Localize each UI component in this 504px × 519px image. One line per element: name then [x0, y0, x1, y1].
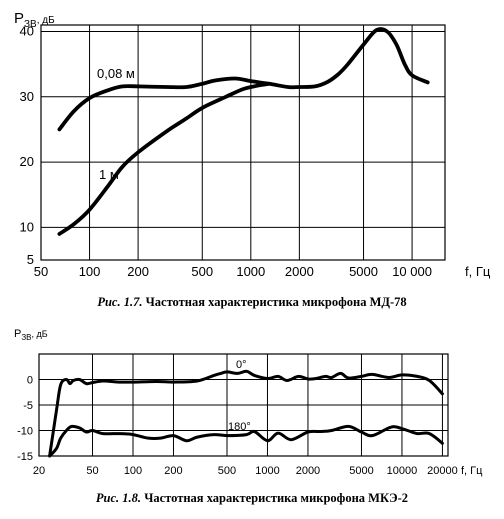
chart-mke2-series [48, 369, 444, 458]
chart-md78-series-label-0: 0,08 м [97, 66, 135, 81]
chart-mke2-ylabel: PЗВ, дБ [14, 328, 48, 342]
chart-mke2-x-tick-label-9: 20000 [427, 465, 458, 477]
chart-md78-ylabel: PЗВ, дБ [14, 10, 55, 30]
chart-md78-x-ticks: 50 100 200 500 1000 2000 5000 10 000 [34, 264, 432, 279]
chart-md78-grid [41, 25, 445, 260]
chart-md78-y-tick-label-2: 20 [20, 154, 34, 169]
chart-md78-y-tick-label-1: 10 [20, 219, 34, 234]
chart-mke2-caption-prefix: Рис. 1.8. [96, 491, 141, 505]
chart-mke2-x-tick-label-7: 5000 [349, 465, 373, 477]
chart-md78-series-line-0 [57, 27, 430, 132]
chart-mke2-grid [39, 354, 448, 456]
chart-mke2-y-tick-label-3: 0 [27, 375, 33, 387]
chart-md78-y-tick-label-3: 30 [20, 89, 34, 104]
chart-mke2-x-tick-label-1: 50 [86, 465, 98, 477]
chart-md78-caption-prefix: Рис. 1.7. [97, 295, 142, 309]
chart-md78-ylabel-main: P [14, 10, 24, 27]
chart-mke2-x-tick-label-6: 2000 [296, 465, 320, 477]
chart-mke2-ylabel-main: P [14, 328, 21, 340]
chart-mke2-series-line-0 [48, 369, 444, 458]
chart-mke2-x-tick-label-2: 100 [124, 465, 142, 477]
chart-md78-x-tick-label-5: 2000 [285, 264, 314, 279]
chart-md78-x-tick-label-6: 5000 [349, 264, 378, 279]
chart-md78-y-tick-label-0: 5 [27, 252, 34, 267]
chart-mke2-caption: Рис. 1.8. Частотная характеристика микро… [96, 491, 408, 505]
chart-mke2-xlabel: f, Гц [461, 465, 483, 477]
chart-mke2-x-tick-label-4: 500 [218, 465, 236, 477]
chart-md78-plot-frame [40, 24, 446, 261]
chart-md78-x-tick-label-4: 1000 [236, 264, 265, 279]
chart-md78-xlabel: f, Гц [465, 264, 491, 279]
chart-mke2-series-line-1 [48, 424, 444, 458]
chart-mke2-y-ticks: -15 -10 -5 0 [17, 375, 33, 464]
chart-mke2-x-ticks: 20 50 100 200 500 1000 2000 5000 10000 20000 [33, 465, 458, 477]
chart-md78-caption-text: Частотная характеристика микрофона МД-78 [142, 295, 406, 309]
chart-mke2-x-tick-label-3: 200 [164, 465, 182, 477]
chart-mke2-ylabel-sub: ЗВ [21, 333, 31, 342]
chart-md78-series-label-1: 1 м [99, 167, 119, 182]
chart-mke2-x-tick-label-8: 10000 [387, 465, 418, 477]
chart-md78-series [57, 27, 430, 236]
chart-mke2-caption-text: Частотная характеристика микрофона МКЭ-2 [141, 491, 408, 505]
chart-mke2-y-tick-label-2: -5 [23, 400, 33, 412]
chart-md78-x-tick-label-7: 10 000 [392, 264, 432, 279]
chart-md78-x-tick-label-2: 200 [127, 264, 149, 279]
chart-md78-series-line-1 [57, 81, 272, 236]
chart-md78-x-tick-label-0: 50 [34, 264, 48, 279]
chart-mke2-y-tick-label-1: -10 [17, 426, 33, 438]
chart-md78: 50 100 200 500 1000 2000 5000 10 000 510203040 … [14, 10, 491, 309]
chart-mke2-ylabel-unit: , дБ [32, 329, 48, 339]
chart-md78-caption: Рис. 1.7. Частотная характеристика микро… [97, 295, 406, 309]
chart-mke2: 20 50 100 200 500 1000 2000 5000 10000 20000 -15-… [14, 328, 483, 505]
chart-md78-y-tick-label-4: 40 [20, 24, 34, 39]
chart-mke2-plot-frame [38, 353, 449, 457]
chart-md78-y-ticks: 5 10 20 30 40 [20, 24, 34, 267]
chart-md78-ylabel-sub: ЗВ [24, 19, 37, 30]
chart-mke2-x-tick-label-0: 20 [33, 465, 45, 477]
chart-md78-x-tick-label-1: 100 [79, 264, 101, 279]
chart-md78-ylabel-unit: , дБ [37, 15, 55, 26]
chart-mke2-y-tick-label-0: -15 [17, 451, 33, 463]
chart-md78-x-tick-label-3: 500 [191, 264, 213, 279]
chart-mke2-series-label-1: 180° [228, 421, 251, 433]
chart-mke2-x-tick-label-5: 1000 [255, 465, 279, 477]
chart-mke2-series-label-0: 0° [236, 359, 247, 371]
